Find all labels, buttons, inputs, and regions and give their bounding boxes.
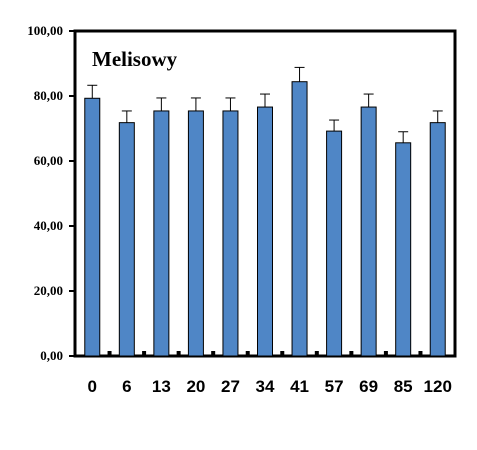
x-tick-label: 120 (424, 377, 452, 396)
y-tick-label: 40,00 (34, 218, 63, 233)
x-tick-label: 34 (256, 377, 275, 396)
bar-20 (187, 110, 204, 357)
bar-69 (360, 106, 377, 357)
x-tick-label: 41 (290, 377, 309, 396)
x-tick-label: 57 (325, 377, 344, 396)
bar-120 (429, 122, 446, 357)
x-tick-label: 13 (152, 377, 171, 396)
bar-6 (118, 122, 135, 357)
x-tick-label: 0 (88, 377, 97, 396)
y-tick-label: 60,00 (34, 153, 63, 168)
x-tick-mark (142, 351, 147, 356)
x-tick-label: 27 (221, 377, 240, 396)
y-tick-label: 0,00 (40, 348, 63, 363)
x-tick-mark (211, 351, 216, 356)
x-tick-mark (107, 351, 112, 356)
x-tick-mark (314, 351, 319, 356)
x-tick-mark (176, 351, 181, 356)
x-tick-label: 69 (359, 377, 378, 396)
x-tick-label: 20 (186, 377, 205, 396)
x-tick-label: 6 (122, 377, 131, 396)
x-tick-label: 85 (394, 377, 413, 396)
bar-34 (257, 106, 273, 357)
x-tick-mark (383, 351, 388, 356)
bar-85 (395, 142, 412, 357)
y-tick-label: 20,00 (34, 283, 63, 298)
bar-57 (326, 130, 343, 357)
bar-41 (291, 81, 308, 357)
bar-27 (222, 110, 239, 357)
chart-title: Melisowy (92, 47, 178, 71)
bar-0 (84, 97, 101, 357)
bar-13 (153, 110, 170, 357)
x-tick-mark (245, 351, 250, 356)
y-tick-label: 80,00 (34, 88, 63, 103)
x-tick-mark (280, 351, 285, 356)
x-tick-mark (349, 351, 354, 356)
y-tick-label: 100,00 (27, 23, 63, 38)
x-tick-mark (418, 351, 423, 356)
